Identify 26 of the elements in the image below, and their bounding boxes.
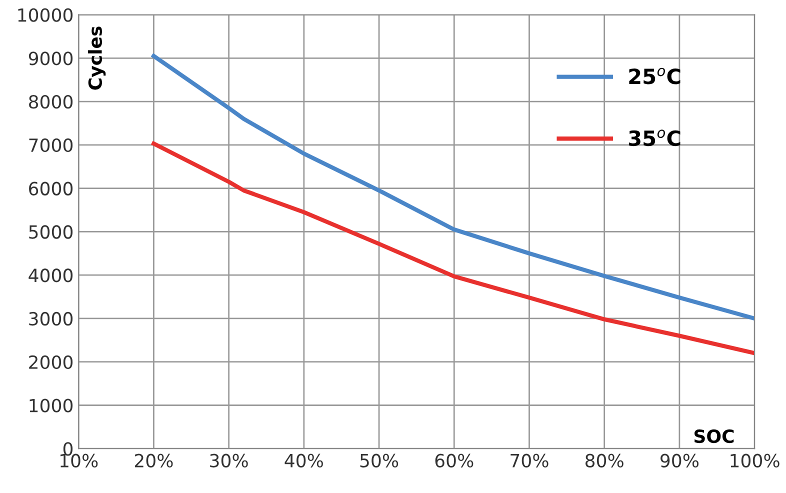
y-tick-label: 1000	[30, 398, 73, 412]
y-tick-label: 6000	[29, 182, 73, 196]
x-tick-label: 10%	[60, 454, 98, 468]
y-tick-label: 8000	[29, 95, 73, 109]
x-axis-title: SOC	[694, 429, 734, 444]
x-tick-label: 50%	[360, 454, 398, 468]
x-tick-label: 40%	[284, 454, 323, 468]
y-tick-label: 10000	[18, 8, 73, 22]
y-tick-label: 7000	[29, 138, 73, 152]
x-tick-label: 70%	[510, 454, 548, 468]
x-tick-label: 30%	[210, 454, 248, 468]
x-tick-label: 90%	[660, 454, 699, 468]
y-tick-label: 2000	[29, 355, 73, 369]
y-axis-title: Cycles	[88, 26, 106, 90]
legend-label: 35$^{o}$C	[628, 130, 680, 146]
y-tick-label: 9000	[28, 52, 73, 66]
y-tick-label: 3000	[29, 312, 73, 326]
y-tick-label: 5000	[29, 225, 73, 239]
legend-label: 25$^{o}$C	[629, 68, 680, 84]
line-series	[152, 54, 755, 321]
y-tick-label: 0	[63, 442, 73, 456]
x-tick-label: 60%	[435, 454, 474, 468]
x-tick-label: 100%	[730, 454, 780, 468]
x-tick-label: 20%	[134, 454, 173, 468]
y-tick-label: 4000	[28, 268, 73, 282]
x-tick-label: 80%	[586, 454, 624, 468]
